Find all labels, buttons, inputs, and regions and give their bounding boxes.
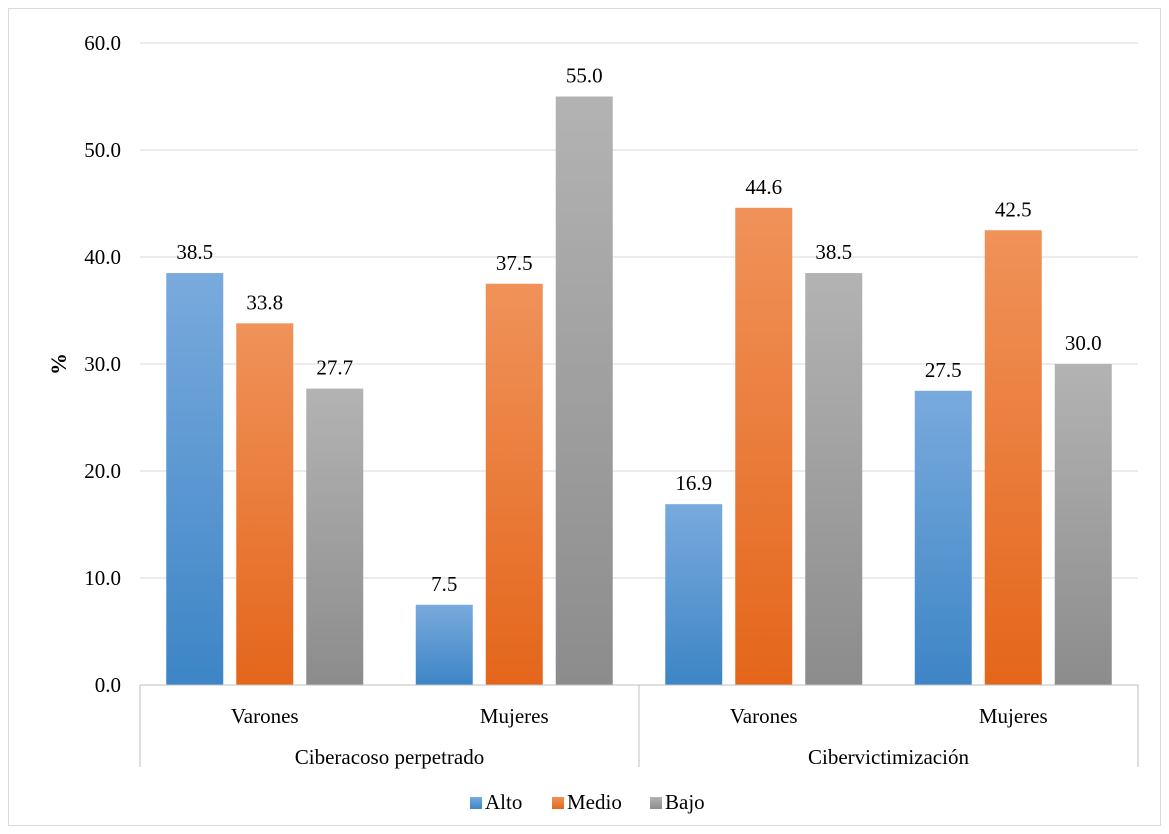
data-label: 55.0 xyxy=(566,64,603,88)
y-tick-label: 0.0 xyxy=(95,673,121,697)
data-label: 42.5 xyxy=(995,197,1032,221)
bar-bajo-mujeres-1 xyxy=(555,96,613,685)
data-label: 27.7 xyxy=(316,356,353,380)
y-tick-label: 60.0 xyxy=(84,31,121,55)
legend: Alto Medio Bajo xyxy=(470,790,705,814)
legend-swatch-bajo xyxy=(650,797,662,809)
legend-label-bajo: Bajo xyxy=(665,790,705,814)
bar-alto-varones-2 xyxy=(665,504,723,685)
y-tick-label: 40.0 xyxy=(84,245,121,269)
data-label: 27.5 xyxy=(925,358,962,382)
bars xyxy=(166,96,1112,685)
data-labels: 38.5 7.5 16.9 27.5 33.8 37.5 44.6 42.5 27.7 55.0 3… xyxy=(176,64,1101,596)
legend-swatch-alto xyxy=(470,797,482,809)
bar-bajo-varones-0 xyxy=(306,388,364,685)
x-group-label: Cibervictimización xyxy=(808,745,969,769)
data-label: 44.6 xyxy=(745,175,782,199)
bar-alto-mujeres-1 xyxy=(415,604,473,685)
y-tick-label: 30.0 xyxy=(84,352,121,376)
legend-swatch-medio xyxy=(552,797,564,809)
data-label: 16.9 xyxy=(675,471,712,495)
legend-label-alto: Alto xyxy=(485,790,522,814)
x-category-label: Varones xyxy=(231,704,299,728)
y-tick-label: 20.0 xyxy=(84,459,121,483)
data-label: 33.8 xyxy=(246,290,283,314)
x-category-label: Mujeres xyxy=(480,704,549,728)
bar-medio-mujeres-1 xyxy=(485,283,543,685)
bar-medio-varones-0 xyxy=(236,323,294,685)
data-label: 38.5 xyxy=(815,240,852,264)
bar-bajo-varones-2 xyxy=(805,273,863,685)
y-tick-label: 50.0 xyxy=(84,138,121,162)
data-label: 37.5 xyxy=(496,251,533,275)
bar-chart: 38.5 7.5 16.9 27.5 33.8 37.5 44.6 42.5 27.7 55.0 3… xyxy=(46,31,1139,814)
axes: 0.0 10.0 20.0 30.0 40.0 50.0 60.0% Varones Mujer… xyxy=(46,31,1139,769)
data-label: 30.0 xyxy=(1065,331,1102,355)
x-group-label: Ciberacoso perpetrado xyxy=(295,745,485,769)
x-category-label: Varones xyxy=(730,704,798,728)
legend-label-medio: Medio xyxy=(567,790,622,814)
bar-bajo-mujeres-3 xyxy=(1054,364,1112,685)
y-axis-title: % xyxy=(46,353,71,375)
data-label: 38.5 xyxy=(176,240,213,264)
chart-frame: 38.5 7.5 16.9 27.5 33.8 37.5 44.6 42.5 27.7 55.0 3… xyxy=(8,8,1161,826)
bar-medio-mujeres-3 xyxy=(984,230,1042,685)
y-tick-label: 10.0 xyxy=(84,566,121,590)
bar-medio-varones-2 xyxy=(735,207,793,685)
bar-alto-mujeres-3 xyxy=(914,390,972,685)
x-category-label: Mujeres xyxy=(979,704,1048,728)
bar-alto-varones-0 xyxy=(166,273,224,685)
data-label: 7.5 xyxy=(431,572,457,596)
